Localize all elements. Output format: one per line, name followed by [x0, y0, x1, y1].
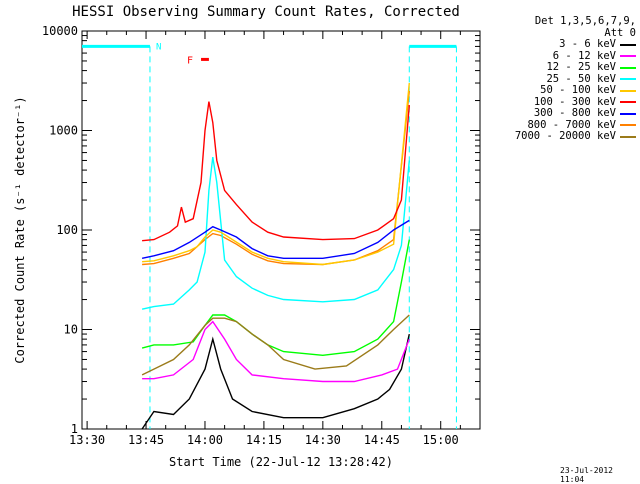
legend-item-label: 7000 - 20000 keV: [514, 130, 616, 142]
legend-item: 12 - 25 keV: [484, 61, 636, 74]
legend-item-label: 6 - 12 keV: [552, 49, 616, 62]
legend-swatch: [620, 135, 636, 138]
legend-item: 7000 - 20000 keV: [484, 130, 636, 143]
legend-item: 3 - 6 keV: [484, 38, 636, 51]
legend-item: 800 - 7000 keV: [484, 118, 636, 132]
night-intervals: NF: [82, 42, 457, 429]
series-lines: [141, 82, 410, 430]
x-tick-label: 14:15: [246, 433, 282, 447]
x-tick-label: 13:45: [128, 433, 164, 447]
legend-items: 3 - 6 keV 6 - 12 keV 12 - 25 keV 25 - 50 ke…: [484, 38, 636, 143]
y-tick-label: 100: [56, 223, 78, 237]
legend-item-label: 12 - 25 keV: [546, 61, 616, 73]
series-line: [142, 320, 410, 383]
legend-swatch: [620, 112, 636, 115]
legend: Det 1,3,5,6,7,9, Att 0 3 - 6 keV 6 - 12 k…: [484, 15, 636, 143]
night-label: N: [156, 42, 161, 52]
legend-item: 25 - 50 keV: [484, 72, 636, 86]
y-axis-label: Corrected Count Rate (s⁻¹ detector⁻¹): [13, 96, 27, 363]
legend-item-label: 25 - 50 keV: [546, 72, 616, 85]
series-line: [141, 156, 410, 310]
y-tick-label: 1000: [49, 124, 78, 138]
legend-item-label: 3 - 6 keV: [559, 38, 616, 50]
legend-item: 6 - 12 keV: [484, 49, 636, 63]
legend-swatch: [620, 43, 636, 46]
legend-item-label: 800 - 7000 keV: [527, 118, 616, 131]
legend-swatch: [620, 78, 636, 81]
series-line: [142, 90, 410, 266]
legend-item-label: 100 - 300 keV: [533, 95, 616, 108]
legend-swatch: [620, 124, 636, 127]
plot-frame: [81, 30, 481, 430]
series-line: [141, 219, 410, 259]
axis-ticks: [82, 30, 481, 430]
legend-header-line-1: Det 1,3,5,6,7,9,: [534, 15, 636, 27]
flare-label: F: [187, 55, 193, 66]
legend-swatch: [620, 89, 636, 92]
legend-swatch: [620, 55, 636, 58]
y-tick-labels: 1 10 100 1000 10000: [42, 24, 78, 436]
series-line: [141, 314, 410, 376]
x-tick-label: 15:00: [423, 433, 459, 447]
series-line: [142, 82, 410, 266]
legend-item-label: 50 - 100 keV: [540, 84, 616, 96]
legend-item: 100 - 300 keV: [484, 95, 636, 109]
series-line: [142, 101, 410, 242]
legend-item: 300 - 800 keV: [484, 107, 636, 120]
x-tick-label: 14:30: [305, 433, 341, 447]
y-tick-label: 10000: [42, 24, 78, 38]
legend-item-label: 300 - 800 keV: [533, 107, 616, 119]
x-tick-labels: 13:30 13:45 14:00 14:15 14:30 14:45 15:00: [69, 433, 459, 447]
x-tick-label: 14:45: [364, 433, 400, 447]
x-axis-label: Start Time (22-Jul-12 13:28:42): [169, 455, 393, 469]
x-tick-label: 13:30: [69, 433, 105, 447]
legend-item: 50 - 100 keV: [484, 84, 636, 97]
y-tick-label: 10: [64, 323, 78, 337]
date-stamp: 23-Jul-2012 11:04: [560, 466, 613, 484]
legend-header-line-2: Att 0: [604, 26, 636, 39]
x-tick-label: 14:00: [187, 433, 223, 447]
legend-swatch: [620, 66, 636, 69]
chart-title: HESSI Observing Summary Count Rates, Cor…: [72, 4, 460, 20]
legend-swatch: [620, 101, 636, 104]
series-line: [141, 333, 410, 430]
y-tick-label: 1: [71, 422, 78, 436]
